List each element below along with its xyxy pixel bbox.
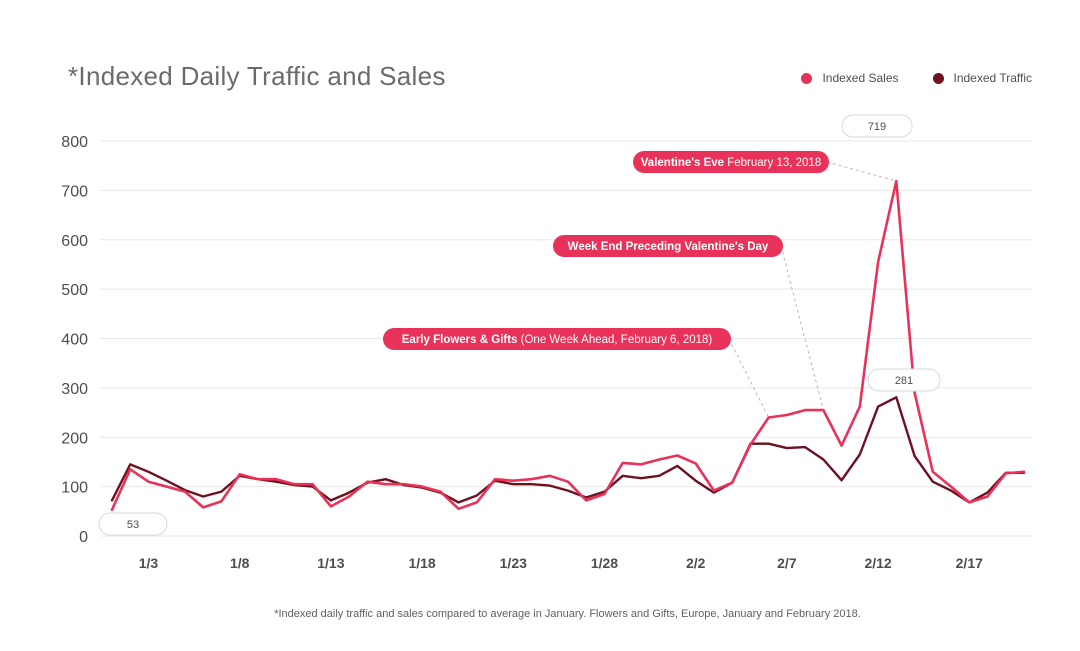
y-tick-label: 700 [61,183,88,200]
y-tick-label: 0 [79,529,88,546]
annotations: Valentine's Eve February 13, 2018 Week En… [383,151,829,350]
svg-text:281: 281 [895,375,913,387]
chart-legend: Indexed Sales Indexed Traffic [801,71,1032,85]
chart-title: *Indexed Daily Traffic and Sales [68,61,446,91]
y-tick-label: 300 [61,381,88,398]
svg-text:Early Flowers & Gifts (One Wee: Early Flowers & Gifts (One Week Ahead, F… [402,334,713,346]
svg-text:Valentine's Eve February 13, 2: Valentine's Eve February 13, 2018 [641,157,821,169]
series-line-sales [110,179,1026,512]
x-tick-label: 1/28 [591,555,618,571]
legend-item-sales[interactable]: Indexed Sales [801,71,899,85]
value-callouts: 719 281 53 [98,114,941,536]
x-tick-label: 1/8 [230,555,250,571]
legend-swatch-sales [801,72,813,84]
x-tick-label: 2/7 [777,555,797,571]
y-tick-label: 500 [61,282,88,299]
annotation-label: Week End Preceding Valentine's Day [553,235,783,257]
annotation-label: Early Flowers & Gifts (One Week Ahead, F… [383,328,731,350]
legend-item-traffic[interactable]: Indexed Traffic [932,71,1033,85]
svg-text:53: 53 [127,519,139,531]
svg-text:719: 719 [868,121,886,133]
x-tick-label: 1/18 [408,555,435,571]
legend-label-sales: Indexed Sales [822,71,899,85]
y-tick-label: 200 [61,430,88,447]
x-tick-label: 2/17 [956,555,983,571]
annotation-leader [780,245,824,411]
y-tick-label: 600 [61,233,88,250]
legend-label-traffic: Indexed Traffic [953,71,1033,85]
x-tick-label: 2/2 [686,555,706,571]
legend-swatch-traffic [932,72,944,84]
x-tick-label: 1/13 [317,555,344,571]
value-callout: 281 [867,368,941,392]
annotation-label: Valentine's Eve February 13, 2018 [633,151,829,173]
axis-ticks: 0 100 200 300 400 500 600 700 800 1/3 1/8 1/13 1/18 1… [61,134,983,571]
footnote: *Indexed daily traffic and sales compare… [274,608,861,620]
x-tick-label: 1/3 [139,555,159,571]
annotation-leader [728,338,770,418]
series-layer [110,179,1026,512]
annotation-leader [826,161,897,182]
x-tick-label: 1/23 [500,555,527,571]
y-tick-label: 800 [61,134,88,151]
value-callout: 719 [841,114,913,138]
svg-text:Week End Preceding Valentine's: Week End Preceding Valentine's Day [568,241,769,253]
value-callout: 53 [98,512,168,536]
y-tick-label: 400 [61,332,88,349]
x-tick-label: 2/12 [864,555,891,571]
y-tick-label: 100 [61,480,88,497]
leader-lines [728,161,897,418]
